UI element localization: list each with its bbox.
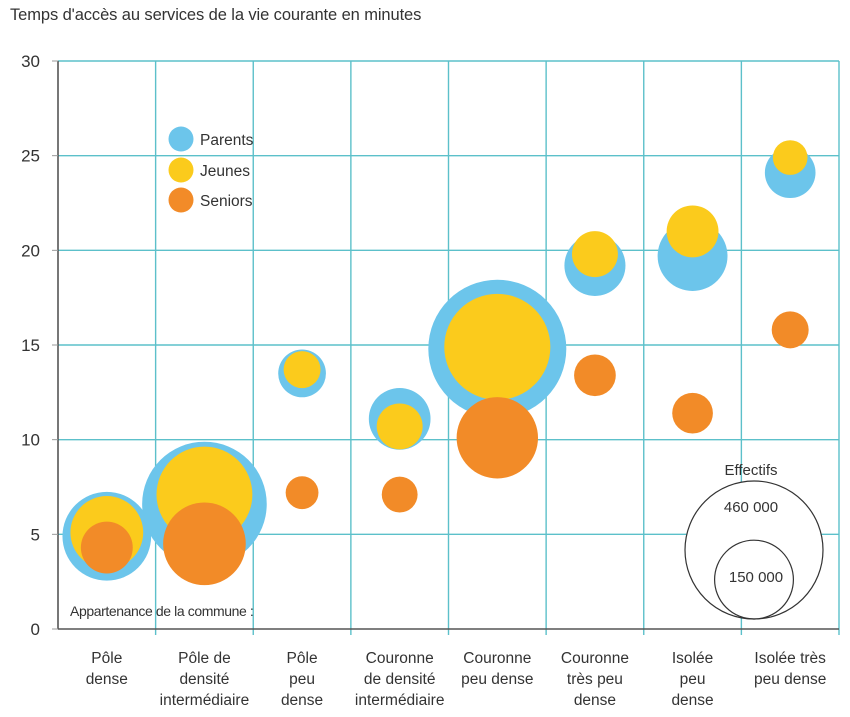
bubble-seniors — [285, 476, 319, 510]
x-tick-label-line: Pôle — [91, 650, 122, 667]
legend-marker-jeunes — [168, 157, 194, 183]
x-tick-label-line: intermédiaire — [160, 692, 250, 709]
x-tick-label-line: dense — [86, 671, 128, 688]
bubble-jeunes — [283, 351, 321, 389]
bubble-seniors — [672, 392, 713, 434]
x-tick-label-line: très peu — [567, 671, 623, 688]
bubble-seniors — [771, 311, 809, 349]
x-tick-label-line: Pôle de — [178, 650, 231, 667]
x-tick-label-line: Couronne — [366, 650, 434, 667]
bubble-seniors — [574, 354, 616, 397]
x-tick-label: Isolée peu dense — [671, 650, 713, 709]
bubble-seniors — [80, 521, 133, 574]
y-tick-label: 10 — [21, 431, 40, 450]
size-legend-circle — [713, 539, 795, 620]
legend-label-seniors: Seniors — [200, 193, 253, 210]
y-tick-label: 0 — [31, 620, 40, 639]
size-legend-title: Effectifs — [724, 462, 777, 479]
x-tick-label: Couronne très peu dense — [561, 650, 629, 709]
x-tick-label-line: Couronne — [561, 650, 629, 667]
x-tick-label-line: dense — [281, 692, 323, 709]
y-tick-label: 15 — [21, 336, 40, 355]
bubble-seniors — [163, 502, 246, 586]
x-tick-label: Pôle dense — [86, 650, 128, 688]
legend: Parents Jeunes Seniors — [168, 126, 254, 213]
x-tick-label-line: intermédiaire — [355, 692, 445, 709]
legend-marker-parents — [168, 126, 194, 152]
x-tick-label: Pôle peu dense — [281, 650, 323, 709]
x-tick-label: Pôle de densité intermédiaire — [160, 650, 250, 709]
bubble-jeunes — [666, 205, 719, 258]
x-tick-label-line: dense — [574, 692, 616, 709]
legend-label-jeunes: Jeunes — [200, 163, 250, 180]
x-tick-label-line: peu — [289, 671, 315, 688]
y-tick-label: 5 — [31, 525, 40, 544]
legend-marker-seniors — [168, 187, 194, 213]
x-tick-label-line: Isolée — [672, 650, 713, 667]
x-tick-label-line: dense — [671, 692, 713, 709]
y-tick-label: 20 — [21, 241, 40, 260]
x-tick-label: Couronne de densité intermédiaire — [355, 650, 445, 709]
size-legend: Effectifs 460 000 150 000 — [684, 462, 824, 620]
bubble-seniors — [456, 397, 539, 479]
bubble-seniors — [381, 476, 418, 513]
chart-title: Temps d'accès au services de la vie cour… — [10, 6, 422, 24]
x-tick-label-line: Isolée très — [754, 650, 826, 667]
size-legend-label: 460 000 — [724, 499, 778, 516]
x-tick-label-line: Pôle — [287, 650, 318, 667]
x-tick-label: Isolée très peu dense — [754, 650, 826, 688]
y-axis-ticks: 0 5 10 15 20 25 30 — [21, 52, 58, 639]
bubbles — [62, 140, 816, 586]
x-axis-title: Appartenance de la commune : — [70, 603, 253, 619]
x-tick-label-line: densité — [179, 671, 229, 688]
y-tick-label: 25 — [21, 147, 40, 166]
y-tick-label: 30 — [21, 52, 40, 71]
bubble-jeunes — [376, 403, 423, 450]
x-tick-label-line: peu dense — [461, 671, 533, 688]
size-legend-label: 150 000 — [729, 569, 783, 586]
x-tick-label-line: Couronne — [463, 650, 531, 667]
x-tick-label: Couronne peu dense — [461, 650, 533, 688]
bubble-jeunes — [772, 140, 808, 175]
bubble-jeunes — [571, 231, 618, 278]
x-tick-label-line: peu — [680, 671, 706, 688]
bubble-jeunes — [444, 293, 551, 400]
x-tick-label-line: de densité — [364, 671, 436, 688]
legend-label-parents: Parents — [200, 132, 254, 149]
x-tick-label-line: peu dense — [754, 671, 826, 688]
